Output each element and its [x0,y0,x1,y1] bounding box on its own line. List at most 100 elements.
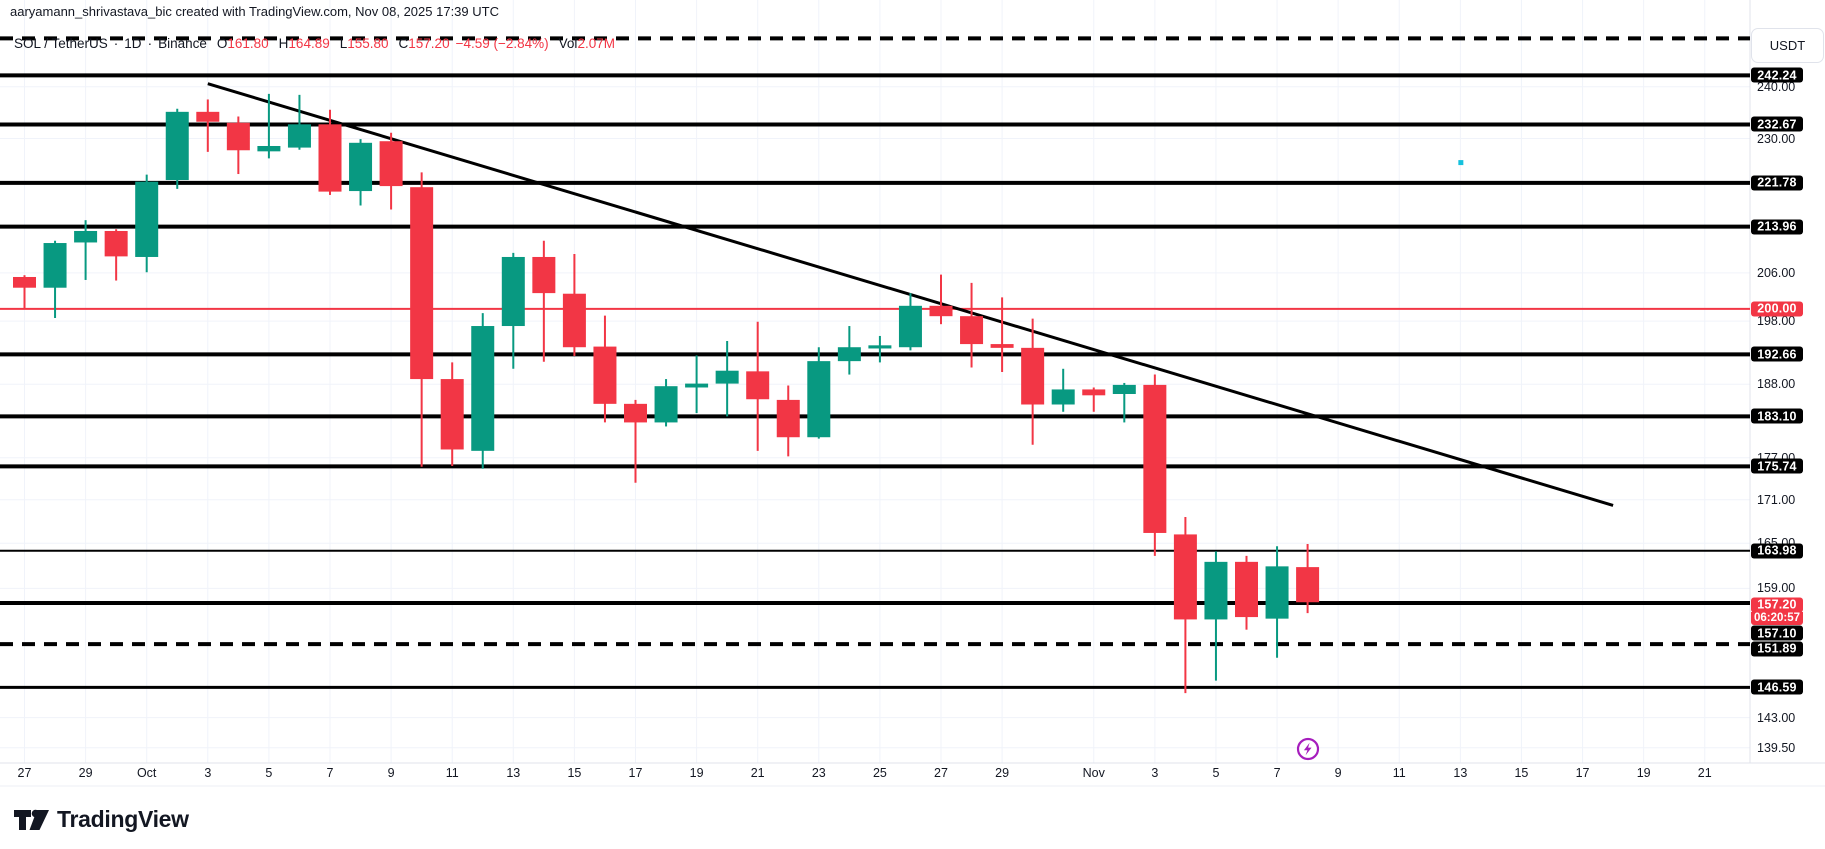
price-axis-label: 159.00 [1757,581,1796,596]
legend-change: −4.59 (−2.84%) [455,36,549,51]
legend-interval[interactable]: 1D [124,36,142,51]
candle-body [1143,384,1167,533]
legend-exchange[interactable]: Binance [158,36,207,51]
candle-body [1173,534,1197,620]
candle-body [807,361,831,438]
price-line-tag: 192.66 [1751,346,1803,362]
price-line-tag: 232.67 [1751,116,1803,132]
time-axis-label: 13 [1453,766,1468,780]
legend-high: H164.89 [278,36,330,51]
legend-separator: · [147,36,153,51]
time-axis-label: 9 [387,766,395,780]
candle-body [74,230,98,243]
time-axis-label: 21 [1697,766,1712,780]
price-axis-label: 188.00 [1757,377,1796,392]
time-axis-label: Nov [1082,766,1105,780]
time-axis-label: 13 [506,766,521,780]
candle-body [1204,561,1228,620]
time-axis-label: 17 [628,766,643,780]
time-axis-label: 29 [995,766,1010,780]
time-axis-label: Oct [136,766,157,780]
legend-symbol[interactable]: SOL / TetherUS [14,36,108,51]
candle-body [1296,567,1320,603]
price-axis-label: 171.00 [1757,492,1796,507]
tradingview-logo-text: TradingView [57,806,189,832]
candle-body [43,243,67,288]
candle-body [226,122,250,151]
candle-body [593,346,617,404]
candle-body [1082,389,1106,396]
candle-body [104,230,128,257]
time-axis-label: 3 [1151,766,1159,780]
time-axis-label: 15 [1514,766,1529,780]
tradingview-logo[interactable]: TradingView [13,806,189,833]
legend-low: L155.80 [339,36,389,51]
time-axis-label: 7 [326,766,334,780]
time-axis-label: 19 [1636,766,1651,780]
current-price-tag: 157.20 [1751,597,1803,612]
watermark-title: aaryamann_shrivastava_bic created with T… [10,4,499,19]
time-axis-label: 5 [1212,766,1220,780]
flash-events-icon[interactable] [1295,736,1321,762]
legend-close: C157.20 [398,36,450,51]
time-axis-label: 27 [17,766,32,780]
price-axis-label: 240.00 [1757,79,1796,94]
candle-body [257,145,281,152]
candle-body [837,347,861,362]
candle-body [471,326,495,451]
currency-toggle-button[interactable]: USDT [1751,28,1824,63]
candle-body [1265,566,1289,619]
candle-body [1112,384,1136,395]
legend-separator: · [113,36,119,51]
candle-body [165,111,189,181]
candle-body [379,141,403,187]
time-axis-label: 11 [445,766,459,780]
time-axis-label: 9 [1334,766,1342,780]
time-axis-label: 3 [204,766,212,780]
legend-open: O161.80 [216,36,269,51]
price-line-tag: 151.89 [1751,641,1803,656]
candle-body [196,111,220,122]
candle-body [898,305,922,348]
candle-body [746,371,770,400]
price-line-tag: 183.10 [1751,408,1803,424]
candle-body [440,379,464,450]
candle-body [990,344,1014,348]
time-axis-label: 15 [567,766,582,780]
legend-volume: Vol2.07M [558,36,615,51]
candle-body [13,276,36,288]
price-line-tag: 200.00 [1751,301,1803,317]
tradingview-logo-icon [14,809,49,830]
price-line-tag: 213.96 [1751,219,1803,235]
price-line-tag: 242.24 [1751,67,1803,83]
alert-dot [1458,160,1464,166]
price-line-tag: 146.59 [1751,679,1803,695]
candle-body [562,293,586,348]
candle-body [1051,389,1075,405]
price-axis-label: 198.00 [1757,314,1796,329]
price-line-tag: 157.10 [1751,625,1803,641]
candle-body [1021,347,1045,405]
time-axis-label: 21 [750,766,765,780]
candle-body [532,256,556,294]
candle-body [868,345,892,349]
candle-body [715,370,739,384]
candle-body [624,403,647,423]
time-axis-label: 17 [1575,766,1590,780]
time-axis-label: 19 [689,766,704,780]
candle-body [349,142,373,192]
candle-body [135,181,159,257]
candle-body [287,124,311,148]
symbol-legend: SOL / TetherUS · 1D · Binance O161.80 H1… [14,36,615,51]
time-axis-label: 27 [934,766,948,780]
candle-body [410,187,434,380]
price-line-tag: 163.98 [1751,543,1803,559]
candle-body [929,305,953,317]
candle-body [318,124,342,192]
price-axis-label: 139.50 [1757,740,1796,755]
price-axis-label: 230.00 [1757,131,1796,146]
candle-body [1235,561,1258,618]
candle-body [685,383,709,388]
